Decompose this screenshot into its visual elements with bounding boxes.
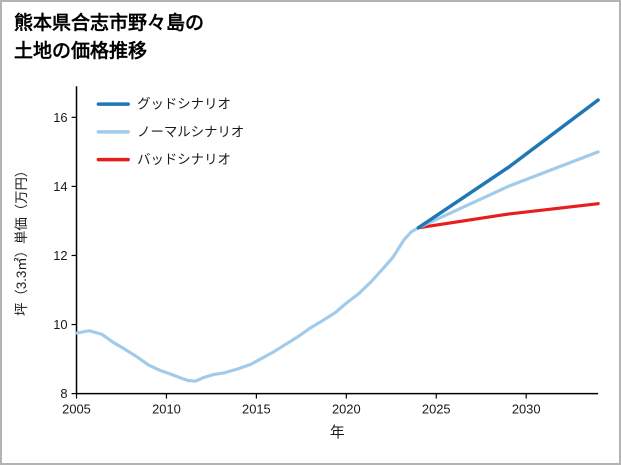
series-line-bad [416,202,600,230]
y-tick-label: 16 [53,110,67,125]
series-line-good [416,98,600,230]
page-title: 熊本県合志市野々島の 土地の価格推移 [14,10,204,65]
page-title-line2: 土地の価格推移 [14,40,148,62]
y-axis-label: 坪（3.3㎡）単価（万円） [14,164,29,316]
x-tick-label: 2005 [62,401,91,416]
x-tick-label: 2030 [512,401,541,416]
x-tick-label: 2020 [332,401,361,416]
x-axis-label: 年 [330,424,345,441]
y-tick-label: 8 [60,386,67,401]
x-tick-label: 2015 [242,401,271,416]
y-tick-label: 10 [53,317,67,332]
legend-label-normal: ノーマルシナリオ [137,124,244,139]
y-tick-label: 14 [53,179,67,194]
series-line-history [74,226,420,383]
x-tick-label: 2010 [152,401,181,416]
x-tick-label: 2025 [422,401,451,416]
series-line-normal [416,150,600,230]
legend-label-good: グッドシナリオ [137,97,231,112]
y-tick-label: 12 [53,248,67,263]
legend-label-bad: バッドシナリオ [137,152,231,167]
page-title-line1: 熊本県合志市野々島の [14,13,205,34]
